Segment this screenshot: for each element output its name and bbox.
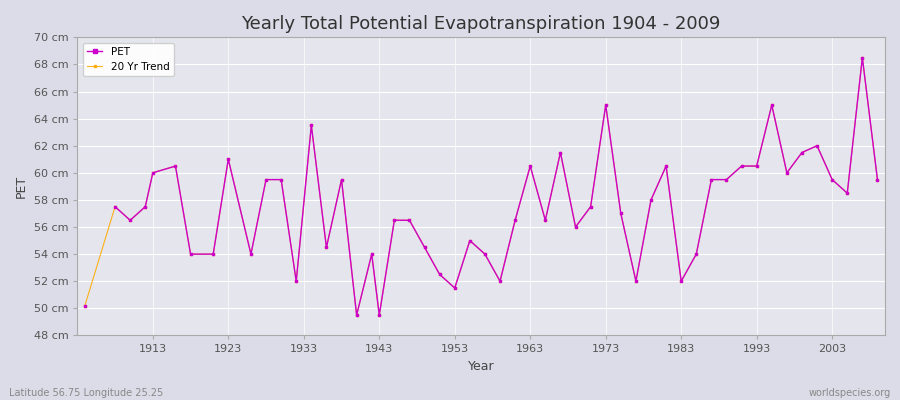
PET xyxy=(351,313,362,318)
Text: worldspecies.org: worldspecies.org xyxy=(809,388,891,398)
Line: 20 Yr Trend: 20 Yr Trend xyxy=(84,57,878,316)
PET xyxy=(291,279,302,284)
PET xyxy=(872,177,883,182)
20 Yr Trend xyxy=(79,303,90,308)
20 Yr Trend xyxy=(480,252,491,256)
20 Yr Trend xyxy=(857,55,868,60)
20 Yr Trend xyxy=(872,177,883,182)
PET xyxy=(842,191,852,196)
PET xyxy=(374,313,384,318)
PET xyxy=(676,279,687,284)
Y-axis label: PET: PET xyxy=(15,175,28,198)
20 Yr Trend xyxy=(616,211,626,216)
20 Yr Trend xyxy=(585,204,596,209)
20 Yr Trend xyxy=(389,218,400,223)
20 Yr Trend xyxy=(351,313,362,318)
Title: Yearly Total Potential Evapotranspiration 1904 - 2009: Yearly Total Potential Evapotranspiratio… xyxy=(241,15,721,33)
PET xyxy=(857,55,868,60)
PET xyxy=(366,252,377,256)
X-axis label: Year: Year xyxy=(468,360,494,373)
PET xyxy=(110,204,121,209)
Line: PET: PET xyxy=(113,56,878,316)
20 Yr Trend xyxy=(148,170,158,175)
Legend: PET, 20 Yr Trend: PET, 20 Yr Trend xyxy=(83,42,174,76)
PET xyxy=(631,279,642,284)
20 Yr Trend xyxy=(525,164,535,168)
Text: Latitude 56.75 Longitude 25.25: Latitude 56.75 Longitude 25.25 xyxy=(9,388,163,398)
